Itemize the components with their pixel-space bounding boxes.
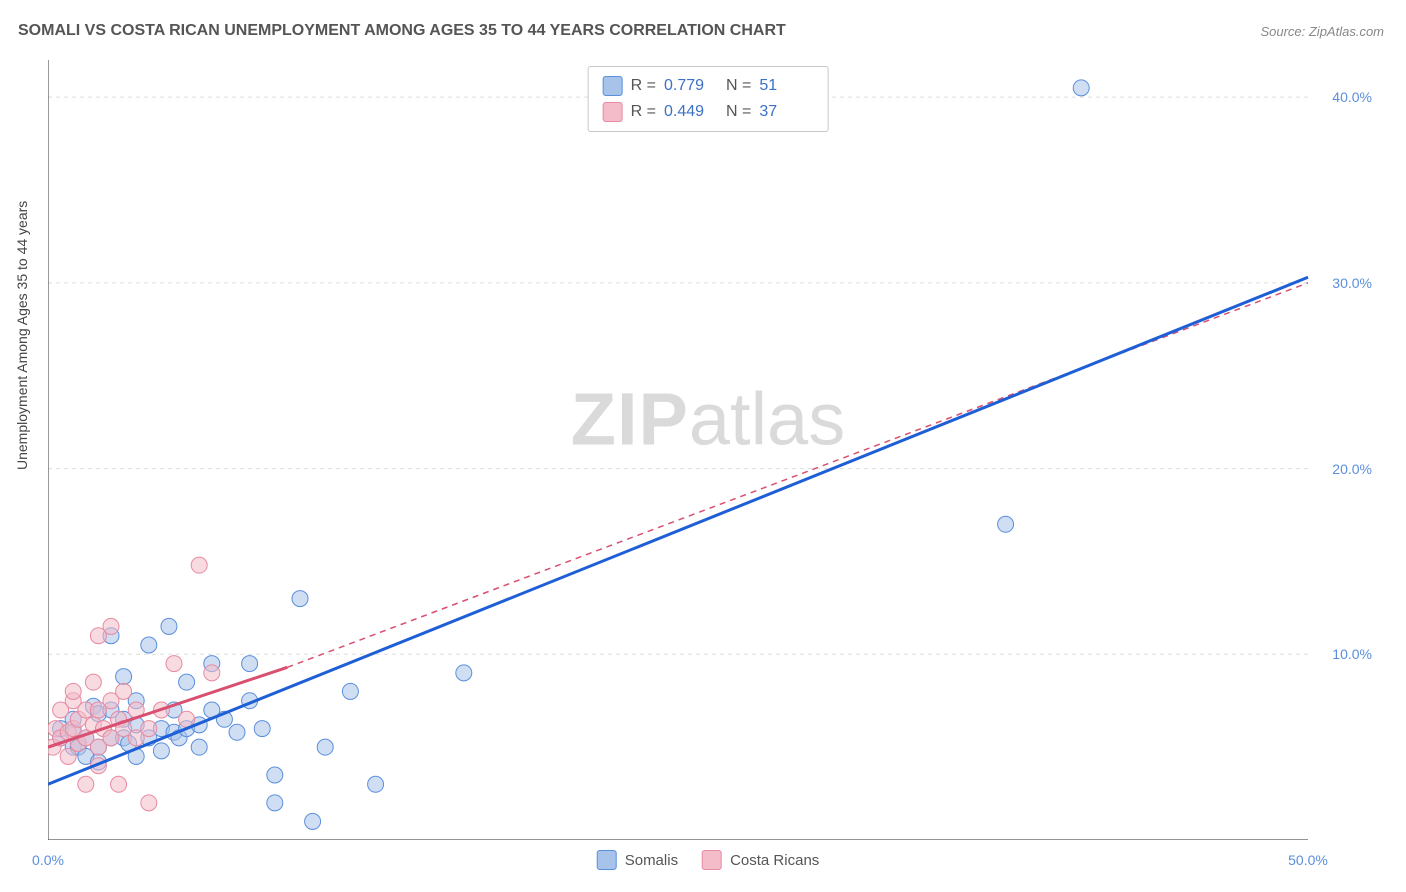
y-tick-label: 10.0% [1302, 646, 1372, 662]
y-tick-label: 40.0% [1302, 89, 1372, 105]
y-tick-label: 20.0% [1302, 461, 1372, 477]
series-legend: Somalis Costa Ricans [597, 850, 820, 870]
scatter-svg [48, 60, 1368, 840]
legend-series-item: Somalis [597, 850, 678, 870]
legend-correlation-row: R =0.449N =37 [603, 99, 814, 125]
y-axis-label: Unemployment Among Ages 35 to 44 years [14, 201, 30, 470]
y-tick-label: 30.0% [1302, 275, 1372, 291]
legend-series-item: Costa Ricans [702, 850, 819, 870]
x-tick-label: 0.0% [32, 852, 64, 868]
source-attribution: Source: ZipAtlas.com [1260, 24, 1384, 39]
correlation-legend: R =0.779N =51R =0.449N =37 [588, 66, 829, 132]
x-tick-label: 50.0% [1288, 852, 1328, 868]
legend-correlation-row: R =0.779N =51 [603, 73, 814, 99]
plot-area: ZIPatlas R =0.779N =51R =0.449N =37 Soma… [48, 60, 1368, 840]
chart-title: SOMALI VS COSTA RICAN UNEMPLOYMENT AMONG… [18, 22, 786, 40]
